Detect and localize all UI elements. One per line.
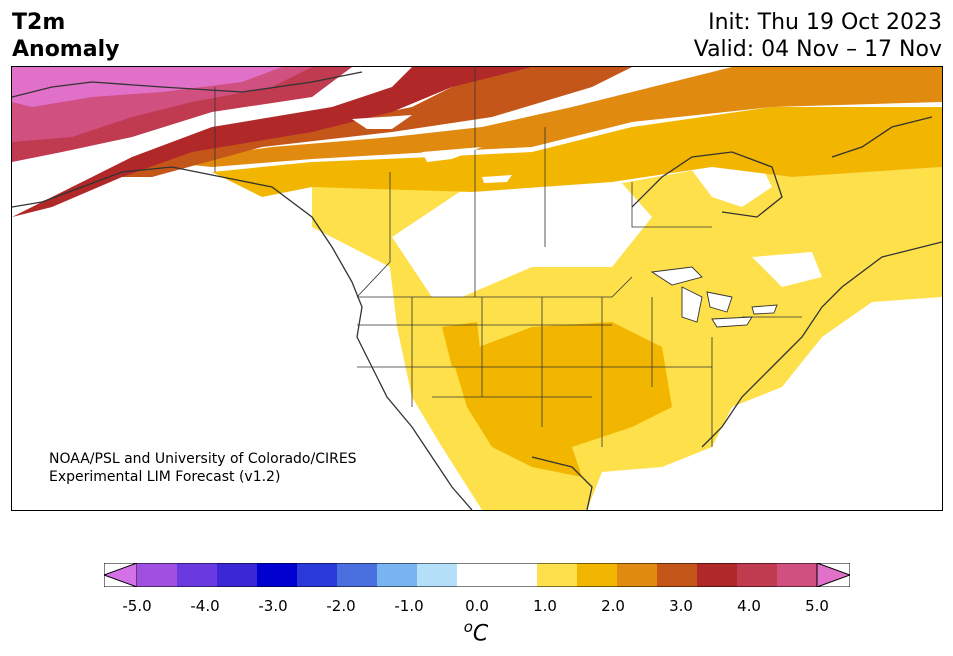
credit-line-2: Experimental LIM Forecast (v1.2) [49,469,281,485]
anomaly-band-gold-south [452,322,672,477]
colorbar-cell [257,563,298,587]
colorbar-extend-low [104,563,138,587]
colorbar-cell [617,563,658,587]
credit-line-1: NOAA/PSL and University of Colorado/CIRE… [49,451,357,467]
init-date: Init: Thu 19 Oct 2023 [708,10,942,35]
colorbar-cell [337,563,378,587]
colorbar-cell [697,563,738,587]
colorbar-cells [104,563,850,587]
anomaly-band-orange [162,67,942,167]
colorbar [104,563,850,587]
colorbar-tick-label: 0.0 [465,597,489,615]
colorbar-tick-label: 2.0 [601,597,625,615]
colorbar-tick-label: 3.0 [669,597,693,615]
colorbar-cell [417,563,458,587]
colorbar-cell [297,563,338,587]
colorbar-tick-label: -3.0 [258,597,288,615]
anomaly-band-red [12,67,532,217]
coastline [12,71,942,510]
unit-letter: C [472,621,489,647]
unit-label: oC [464,618,489,646]
canadian-lakes [352,115,597,252]
colorbar-cell [377,563,418,587]
near-zero-quebec [752,252,822,287]
colorbar-tick-label: -2.0 [326,597,356,615]
colorbar-cell [497,563,538,587]
colorbar-cell [137,563,178,587]
colorbar-cell [777,563,818,587]
colorbar-tick-label: 1.0 [533,597,557,615]
colorbar-tick-label: 4.0 [737,597,761,615]
colorbar-tick-label: 5.0 [805,597,829,615]
title-line-1: T2m [12,10,66,35]
anomaly-band-gold-small [442,322,482,367]
colorbar-extend-high [816,563,850,587]
figure-title: T2m Anomaly [12,9,119,63]
unit-degree: o [463,618,473,636]
anomaly-band-gold-north [212,107,942,197]
great-lakes [650,266,778,328]
colorbar-cell [657,563,698,587]
valid-date: Valid: 04 Nov – 17 Nov [693,37,942,62]
colorbar-tick-label: -5.0 [122,597,152,615]
colorbar-cell [217,563,258,587]
colorbar-cell [577,563,618,587]
credit-text: NOAA/PSL and University of Colorado/CIRE… [49,450,357,486]
colorbar-cell [537,563,578,587]
near-zero-central [392,172,652,297]
colorbar-tick-label: -4.0 [190,597,220,615]
colorbar-cell [457,563,498,587]
map-canvas [12,67,942,510]
colorbar-cell [177,563,218,587]
political-boundaries [214,67,802,447]
colorbar-cell [737,563,778,587]
forecast-dates: Init: Thu 19 Oct 2023 Valid: 04 Nov – 17… [694,9,942,63]
anomaly-map: NOAA/PSL and University of Colorado/CIRE… [11,66,943,511]
title-line-2: Anomaly [12,37,120,62]
anomaly-band-magenta [12,67,282,107]
colorbar-tick-label: -1.0 [394,597,424,615]
